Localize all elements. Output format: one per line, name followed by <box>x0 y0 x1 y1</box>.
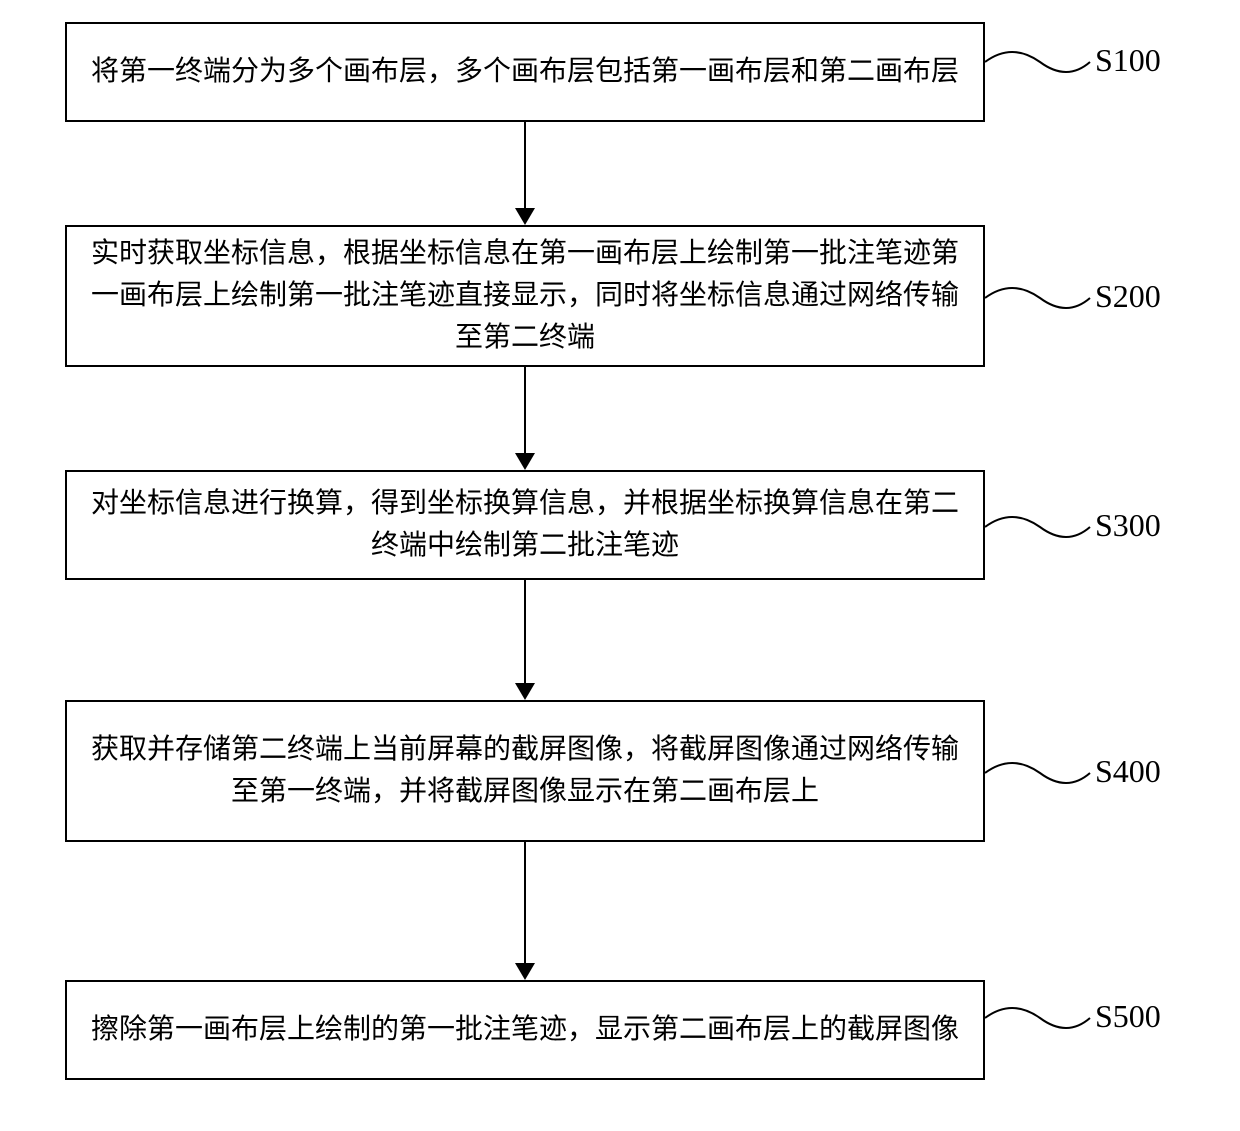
step-text: 对坐标信息进行换算，得到坐标换算信息，并根据坐标换算信息在第二终端中绘制第二批注… <box>87 483 963 567</box>
step-text: 实时获取坐标信息，根据坐标信息在第一画布层上绘制第一批注笔迹第一画布层上绘制第一… <box>87 233 963 359</box>
label-text: S500 <box>1095 998 1161 1035</box>
step-box-s200: 实时获取坐标信息，根据坐标信息在第一画布层上绘制第一批注笔迹第一画布层上绘制第一… <box>65 225 985 367</box>
step-label-s400: S400 <box>1095 753 1161 790</box>
connector-s200 <box>985 278 1095 318</box>
flowchart-container: 将第一终端分为多个画布层，多个画布层包括第一画布层和第二画布层 S100 实时获… <box>0 0 1240 1131</box>
step-box-s500: 擦除第一画布层上绘制的第一批注笔迹，显示第二画布层上的截屏图像 <box>65 980 985 1080</box>
step-text: 将第一终端分为多个画布层，多个画布层包括第一画布层和第二画布层 <box>91 51 959 93</box>
step-box-s300: 对坐标信息进行换算，得到坐标换算信息，并根据坐标换算信息在第二终端中绘制第二批注… <box>65 470 985 580</box>
label-text: S400 <box>1095 753 1161 790</box>
step-label-s100: S100 <box>1095 42 1161 79</box>
step-text: 擦除第一画布层上绘制的第一批注笔迹，显示第二画布层上的截屏图像 <box>91 1009 959 1051</box>
label-text: S300 <box>1095 507 1161 544</box>
step-label-s200: S200 <box>1095 278 1161 315</box>
connector-s500 <box>985 998 1095 1038</box>
step-box-s400: 获取并存储第二终端上当前屏幕的截屏图像，将截屏图像通过网络传输至第一终端，并将截… <box>65 700 985 842</box>
connector-s300 <box>985 507 1095 547</box>
step-label-s500: S500 <box>1095 998 1161 1035</box>
label-text: S100 <box>1095 42 1161 79</box>
connector-s400 <box>985 753 1095 793</box>
connector-s100 <box>985 42 1095 82</box>
step-text: 获取并存储第二终端上当前屏幕的截屏图像，将截屏图像通过网络传输至第一终端，并将截… <box>87 729 963 813</box>
step-label-s300: S300 <box>1095 507 1161 544</box>
label-text: S200 <box>1095 278 1161 315</box>
step-box-s100: 将第一终端分为多个画布层，多个画布层包括第一画布层和第二画布层 <box>65 22 985 122</box>
